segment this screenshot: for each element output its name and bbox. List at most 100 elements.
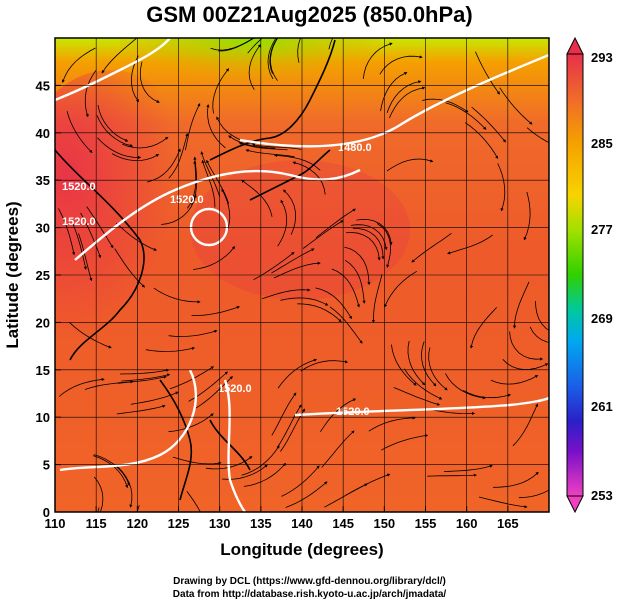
streamline	[535, 300, 549, 331]
contour-label: 1520.0	[218, 383, 252, 395]
y-tick-label: 5	[43, 458, 50, 473]
streamline	[121, 373, 171, 382]
streamline	[428, 347, 448, 391]
streamline	[172, 456, 222, 465]
streamline	[389, 86, 426, 119]
streamline	[168, 329, 218, 337]
x-tick-label: 140	[291, 516, 313, 531]
streamline	[283, 189, 297, 235]
streamline	[187, 160, 197, 209]
streamline	[116, 404, 166, 415]
colorbar-label: 261	[591, 399, 613, 414]
streamline	[69, 322, 112, 349]
streamline	[66, 111, 93, 154]
streamline	[445, 102, 487, 130]
streamline	[115, 222, 157, 251]
streamline	[407, 340, 426, 386]
streamline	[371, 274, 383, 324]
streamline	[270, 38, 280, 81]
x-tick-label: 110	[45, 516, 66, 531]
streamline	[120, 368, 170, 375]
streamline	[271, 392, 297, 436]
lat-lon-grid	[55, 38, 549, 512]
streamline	[200, 151, 221, 198]
streamline	[512, 403, 538, 447]
x-axis: 110 115 120 125 130 135 140 145 150 155 160 165	[45, 506, 519, 531]
streamline	[280, 297, 329, 306]
streamline	[421, 341, 437, 387]
streamline	[447, 234, 493, 255]
streamline	[329, 306, 363, 344]
streamline	[145, 346, 196, 352]
streamline	[251, 143, 302, 150]
streamline	[61, 47, 96, 83]
streamline	[206, 159, 230, 205]
x-axis-label: Longitude (degrees)	[220, 540, 383, 559]
streamline	[331, 268, 360, 308]
geopotential-contours	[55, 38, 549, 512]
streamline	[161, 194, 197, 225]
streamline	[153, 287, 201, 304]
streamline	[280, 408, 306, 452]
streamline	[276, 404, 302, 448]
streamline	[271, 248, 315, 274]
streamline	[84, 70, 97, 118]
streamline	[386, 158, 434, 172]
y-tick-label: 40	[36, 126, 50, 141]
streamline	[462, 389, 512, 399]
x-tick-label: 115	[86, 516, 107, 531]
streamline	[253, 251, 295, 281]
streamline	[509, 331, 544, 361]
streamline	[114, 248, 146, 288]
streamline	[381, 434, 429, 451]
streamline	[101, 38, 137, 74]
contour-label: 1520.0	[336, 406, 370, 418]
streamline	[403, 368, 443, 400]
y-tick-label: 35	[36, 173, 50, 188]
y-axis: 0 5 10 15 20 25 30 35 40 45	[36, 78, 61, 520]
streamline	[497, 163, 506, 212]
x-tick-label: 160	[456, 516, 478, 531]
streamline	[238, 142, 288, 151]
x-tick-label: 130	[209, 516, 231, 531]
streamline	[97, 137, 142, 159]
streamline	[529, 326, 549, 343]
streamline	[499, 87, 533, 125]
streamline	[356, 218, 393, 246]
contour-label: 1520.0	[62, 181, 96, 193]
streamline	[321, 430, 355, 468]
y-tick-label: 45	[36, 78, 50, 93]
streamline	[443, 464, 493, 472]
contour-label: 1520.0	[170, 194, 204, 206]
streamline	[315, 287, 352, 320]
streamline	[111, 153, 160, 162]
colorbar-label: 253	[591, 488, 613, 503]
streamline	[368, 416, 416, 432]
colorbar-min-arrow	[566, 495, 584, 514]
streamline	[393, 387, 441, 406]
warm-region-west	[55, 70, 220, 410]
streamline	[97, 105, 129, 142]
streamline	[292, 161, 326, 195]
streamline	[411, 232, 452, 263]
x-tick-label: 145	[332, 516, 354, 531]
streamline	[490, 375, 539, 385]
streamline	[352, 228, 385, 260]
streamline	[315, 208, 356, 239]
streamline	[146, 148, 181, 183]
streamline	[245, 149, 295, 158]
colorbar: 293 285 277 269 261 253	[566, 36, 613, 514]
streamline	[478, 496, 528, 509]
streamline	[345, 473, 391, 496]
y-tick-label: 15	[36, 363, 50, 378]
streamline	[228, 135, 276, 149]
streamline	[523, 191, 531, 241]
y-tick-label: 0	[43, 505, 50, 520]
streamline	[344, 259, 366, 304]
streamline	[273, 261, 321, 279]
colorbar-scale	[566, 53, 584, 497]
streamline	[302, 220, 344, 249]
streamline	[72, 222, 87, 270]
streamline	[386, 80, 422, 114]
streamline	[285, 481, 328, 508]
